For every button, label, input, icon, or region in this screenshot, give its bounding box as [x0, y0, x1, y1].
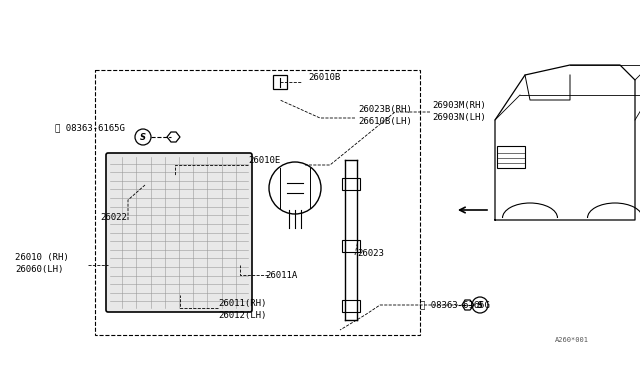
- Text: 26012(LH): 26012(LH): [218, 311, 266, 320]
- Text: 26010 (RH): 26010 (RH): [15, 253, 68, 262]
- Text: 26903N(LH): 26903N(LH): [432, 113, 486, 122]
- Bar: [273, 75, 287, 89]
- Text: A260*001: A260*001: [555, 337, 589, 343]
- Text: S: S: [477, 301, 483, 310]
- Text: S: S: [140, 132, 146, 141]
- Text: 26010B: 26010B: [308, 73, 340, 82]
- Text: 26011(RH): 26011(RH): [218, 299, 266, 308]
- Text: 26903M(RH): 26903M(RH): [432, 101, 486, 110]
- Text: 26022: 26022: [100, 213, 127, 222]
- Text: Ⓢ 08363-6165G: Ⓢ 08363-6165G: [420, 300, 490, 309]
- Bar: [497, 146, 525, 168]
- Bar: [342, 178, 360, 190]
- Text: 26610B(LH): 26610B(LH): [358, 117, 412, 126]
- Text: 26023B(RH): 26023B(RH): [358, 105, 412, 114]
- Text: 26011A: 26011A: [265, 271, 297, 280]
- Bar: [342, 300, 360, 312]
- Text: 26010E: 26010E: [248, 156, 280, 165]
- FancyBboxPatch shape: [106, 153, 252, 312]
- Bar: [342, 240, 360, 252]
- Text: 26023: 26023: [357, 249, 384, 258]
- Text: Ⓢ 08363-6165G: Ⓢ 08363-6165G: [55, 123, 125, 132]
- Text: 26060(LH): 26060(LH): [15, 265, 63, 274]
